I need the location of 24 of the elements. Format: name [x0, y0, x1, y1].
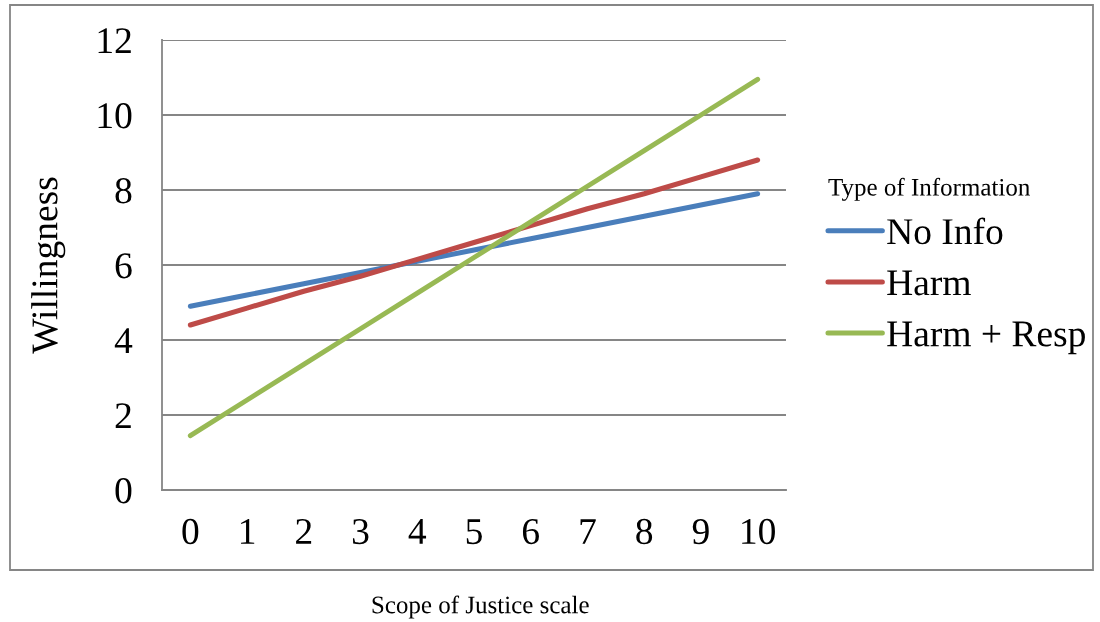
y-tick-label: 12: [98, 28, 131, 54]
x-tick-label: 1: [241, 519, 255, 544]
x-tick-label: 9: [692, 518, 709, 545]
y-tick-label: 0: [115, 478, 132, 504]
x-tick-label: 7: [580, 519, 596, 544]
x-tick-label: 2: [296, 518, 312, 544]
y-tick-label: 8: [115, 178, 132, 204]
legend-label: No Info: [887, 217, 1003, 245]
legend-title: Type of Information: [828, 177, 1030, 201]
y-tick-label: 10: [98, 103, 132, 129]
x-tick-label: 10: [742, 518, 775, 545]
x-tick-label: 6: [522, 518, 539, 545]
x-tick-label: 0: [182, 518, 199, 545]
x-axis-title: Scope of Justice scale: [372, 595, 589, 619]
y-tick-label: 6: [115, 253, 132, 279]
y-axis-title: Willingness: [31, 177, 66, 354]
y-tick-label: 4: [114, 328, 133, 354]
x-tick-label: 3: [352, 518, 369, 545]
legend-label: Harm: [887, 270, 971, 296]
x-tick-label: 8: [636, 518, 653, 545]
legend-label: Harm + Resp: [887, 321, 1085, 355]
y-tick-label: 2: [115, 403, 131, 429]
x-tick-label: 5: [466, 519, 482, 545]
x-tick-label: 4: [408, 519, 427, 544]
